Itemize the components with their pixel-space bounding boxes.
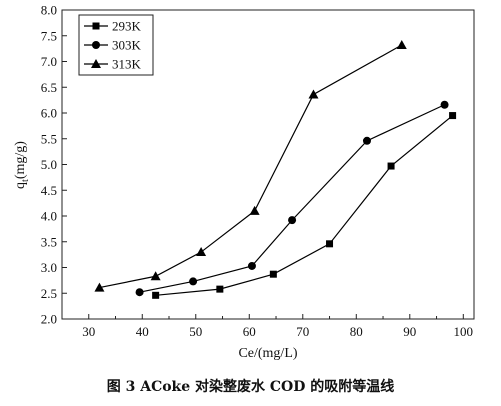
data-point [150, 271, 161, 281]
series-293K [152, 112, 457, 299]
x-tick-label: 50 [189, 324, 202, 339]
series-line [139, 104, 445, 293]
series-line [155, 115, 453, 296]
legend-marker [92, 22, 100, 30]
y-tick-label: 3.0 [41, 260, 57, 275]
legend-label: 293K [112, 19, 142, 34]
y-tick-label: 5.5 [41, 131, 57, 146]
y-tick-label: 6.0 [41, 106, 57, 121]
series-303K [135, 100, 449, 297]
x-tick-label: 70 [296, 324, 309, 339]
y-tick-label: 5.0 [41, 157, 57, 172]
chart: 30 40 50 60 70 80 90 100 2.0 2.5 3.0 3.5 4.0 4.5 5.0 5.… [13, 3, 475, 361]
data-point [247, 261, 256, 270]
legend-label: 313K [112, 57, 142, 72]
x-tick-label: 30 [82, 324, 95, 339]
data-point [269, 270, 277, 278]
data-point [189, 277, 198, 286]
legend-item: 313K [84, 57, 142, 72]
x-axis-title: Ce/(mg/L) [238, 346, 297, 361]
data-point [288, 216, 297, 225]
legend-marker [91, 59, 101, 68]
y-tick-label: 2.0 [41, 312, 57, 327]
legend-item: 303K [84, 38, 142, 53]
x-tick-label: 60 [243, 324, 256, 339]
legend: 293K 303K 313K [78, 14, 154, 76]
figure-caption: 图 3 ACoke 对染整废水 COD 的吸附等温线 [106, 379, 395, 395]
series-313K [94, 40, 407, 292]
x-tick-label: 80 [350, 324, 363, 339]
y-tick-label: 7.5 [41, 28, 57, 43]
y-tick-label: 7.0 [41, 54, 57, 69]
data-point [440, 100, 449, 109]
data-point [308, 89, 319, 99]
data-point [94, 282, 105, 292]
data-point [249, 205, 260, 215]
legend-item: 293K [84, 19, 142, 34]
y-tick-label: 2.5 [41, 286, 57, 301]
data-point [449, 112, 457, 120]
legend-label: 303K [112, 38, 142, 53]
data-point [396, 40, 407, 50]
data-point [152, 291, 160, 299]
series-line [99, 44, 403, 289]
y-axis-title: qt(mg/g) [13, 141, 31, 189]
y-tick-label: 3.5 [41, 234, 57, 249]
x-tick-label: 40 [136, 324, 149, 339]
x-tick-label: 100 [454, 324, 474, 339]
y-tick-label: 4.5 [41, 183, 57, 198]
data-point [362, 136, 371, 145]
data-point [135, 288, 144, 297]
y-tick-label: 4.0 [41, 209, 57, 224]
data-point [216, 285, 224, 293]
data-point [326, 240, 334, 248]
y-tick-label: 8.0 [41, 3, 57, 18]
legend-marker [92, 41, 100, 49]
x-tick-label: 90 [403, 324, 416, 339]
data-point [387, 162, 395, 170]
y-tick-label: 6.5 [41, 80, 57, 95]
data-point [196, 247, 207, 257]
